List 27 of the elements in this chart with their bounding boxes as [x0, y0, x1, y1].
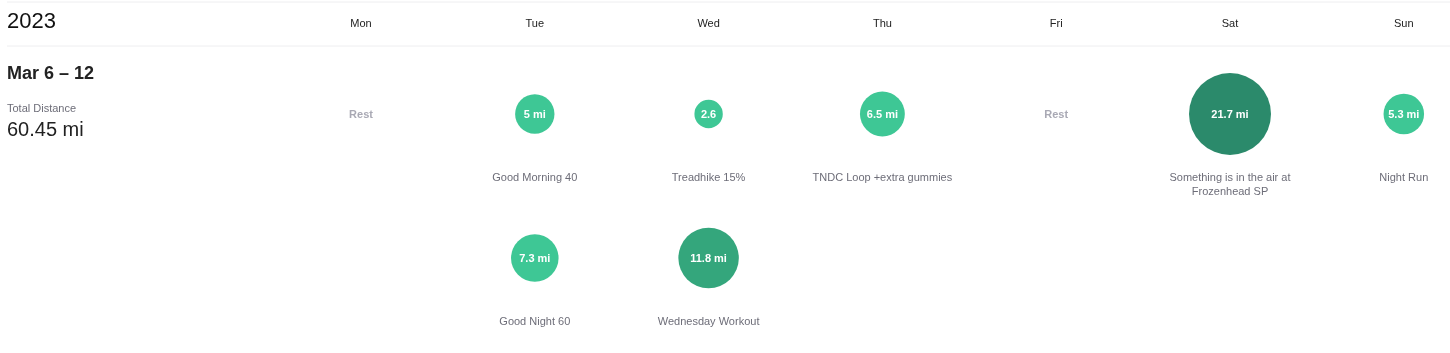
text: Night Run [1379, 171, 1429, 183]
category-label: Wed [697, 17, 720, 29]
category-label: Thu [872, 17, 892, 29]
data-label: 2.6 [700, 108, 717, 120]
data-label: 5 mi [523, 108, 546, 120]
text: TNDC Loop +extra gummies [812, 171, 953, 183]
data-label: 21.7 mi [1211, 108, 1249, 120]
category-label: Mon [350, 17, 372, 29]
text: Mar 6 – 12 [7, 63, 95, 83]
data-label: 11.8 mi [690, 252, 727, 264]
category-label: Tue [525, 17, 545, 29]
text: Something is in the air at Frozenhead SP [1169, 171, 1291, 197]
text: 60.45 mi [7, 118, 84, 140]
text: Good Morning 40 [492, 171, 578, 183]
data-label: 7.3 mi [519, 252, 551, 264]
data-label: 6.5 mi [866, 108, 898, 120]
data-label: Rest [1044, 108, 1069, 120]
text: Total Distance [7, 102, 77, 114]
text: 2023 [7, 8, 56, 33]
text: Treadhike 15% [671, 171, 746, 183]
data-label: Rest [349, 108, 374, 120]
category-label: Sun [1394, 17, 1414, 29]
text: Good Night 60 [499, 315, 571, 327]
data-label: 5.3 mi [1388, 108, 1420, 120]
category-label: Sat [1221, 17, 1239, 29]
category-label: Fri [1049, 17, 1063, 29]
text: Wednesday Workout [657, 315, 760, 327]
